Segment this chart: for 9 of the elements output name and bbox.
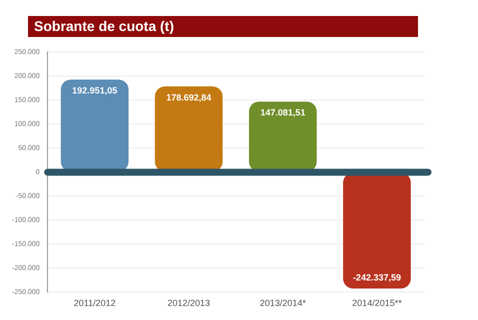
x-tick-label: 2014/2015** xyxy=(352,298,402,308)
data-label: 178.692,84 xyxy=(166,92,212,102)
x-tick-label: 2013/2014* xyxy=(260,298,306,308)
data-label: 192.951,05 xyxy=(72,86,118,96)
x-tick-label: 2012/2013 xyxy=(168,298,210,308)
chart-title: Sobrante de cuota (t) xyxy=(28,16,418,37)
data-label: 147.081,51 xyxy=(260,108,306,118)
x-tick-label: 2011/2012 xyxy=(74,298,116,308)
data-label: -242.337,59 xyxy=(352,272,401,283)
